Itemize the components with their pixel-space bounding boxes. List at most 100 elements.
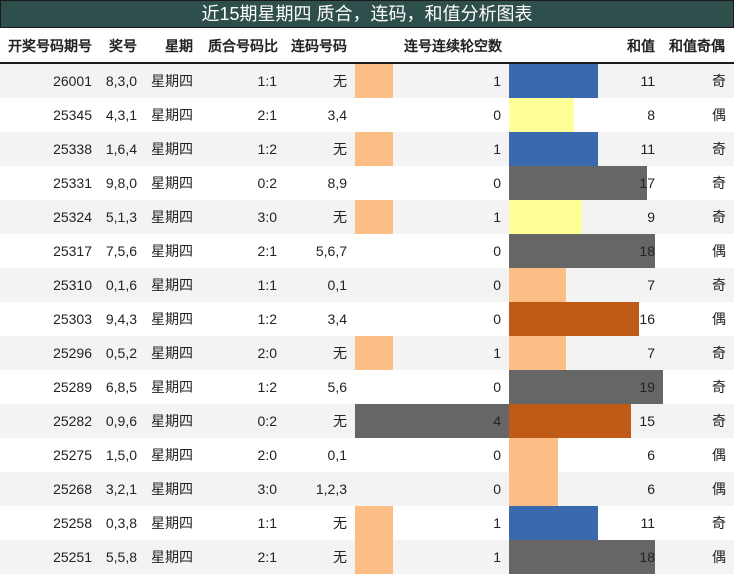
prime-ratio-cell: 1:2: [257, 141, 277, 157]
weekday-cell: 星期四: [151, 481, 193, 497]
miss-count-cell: 0: [493, 175, 501, 191]
prime-ratio-cell: 2:0: [257, 345, 277, 361]
header-consecutive: 连码号码: [291, 38, 347, 54]
miss-count-cell: 1: [493, 73, 501, 89]
table-row: 25324 5,1,3 星期四 3:0 无 1 9 奇: [0, 200, 734, 234]
issue-cell: 25296: [53, 345, 92, 361]
table-row: 25251 5,5,8 星期四 2:1 无 1 18 偶: [0, 540, 734, 574]
numbers-cell: 0,1,6: [105, 277, 137, 293]
issue-cell: 25282: [53, 413, 92, 429]
sum-bar: [509, 166, 647, 200]
header-weekday: 星期: [165, 38, 193, 54]
numbers-cell: 5,5,8: [105, 549, 137, 565]
sum-bar: [509, 200, 582, 234]
consecutive-cell: 无: [333, 413, 347, 429]
weekday-cell: 星期四: [151, 277, 193, 293]
prime-ratio-cell: 1:2: [257, 311, 277, 327]
miss-count-cell: 1: [493, 515, 501, 531]
numbers-cell: 1,5,0: [105, 447, 137, 463]
weekday-cell: 星期四: [151, 209, 193, 225]
no-consecutive-flag: [355, 506, 393, 540]
table-row: 25331 9,8,0 星期四 0:2 8,9 0 17 奇: [0, 166, 734, 200]
issue-cell: 25275: [53, 447, 92, 463]
weekday-cell: 星期四: [151, 413, 193, 429]
weekday-cell: 星期四: [151, 515, 193, 531]
sum-cell: 15: [639, 413, 655, 429]
weekday-cell: 星期四: [151, 549, 193, 565]
sum-parity-cell: 奇: [712, 379, 726, 395]
prime-ratio-cell: 1:2: [257, 379, 277, 395]
miss-count-cell: 0: [493, 379, 501, 395]
header-sum-parity: 和值奇偶: [669, 38, 725, 54]
weekday-cell: 星期四: [151, 311, 193, 327]
table-header: 开奖号码期号 奖号 星期 质合号码比 连码号码 连号连续轮空数 和值 和值奇偶: [0, 28, 734, 64]
miss-count-cell: 1: [493, 209, 501, 225]
header-numbers: 奖号: [109, 38, 137, 54]
miss-count-cell: 1: [493, 345, 501, 361]
table-row: 25275 1,5,0 星期四 2:0 0,1 0 6 偶: [0, 438, 734, 472]
sum-parity-cell: 奇: [712, 175, 726, 191]
table-row: 25296 0,5,2 星期四 2:0 无 1 7 奇: [0, 336, 734, 370]
prime-ratio-cell: 3:0: [257, 481, 277, 497]
table-row: 25338 1,6,4 星期四 1:2 无 1 11 奇: [0, 132, 734, 166]
numbers-cell: 6,8,5: [105, 379, 137, 395]
sum-cell: 6: [647, 481, 655, 497]
issue-cell: 25331: [53, 175, 92, 191]
sum-cell: 11: [640, 73, 655, 89]
sum-parity-cell: 奇: [712, 515, 726, 531]
no-consecutive-flag: [355, 132, 393, 166]
sum-bar: [509, 64, 598, 98]
numbers-cell: 5,1,3: [105, 209, 137, 225]
weekday-cell: 星期四: [151, 379, 193, 395]
consecutive-cell: 3,4: [327, 311, 347, 327]
miss-count-cell: 1: [493, 549, 501, 565]
issue-cell: 25251: [53, 549, 92, 565]
sum-cell: 7: [647, 345, 655, 361]
sum-cell: 7: [647, 277, 655, 293]
table-row: 25282 0,9,6 星期四 0:2 无 4 15 奇: [0, 404, 734, 438]
sum-cell: 17: [639, 175, 655, 191]
sum-bar: [509, 404, 631, 438]
issue-cell: 25310: [53, 277, 92, 293]
prime-ratio-cell: 0:2: [257, 175, 277, 191]
sum-bar: [509, 132, 598, 166]
weekday-cell: 星期四: [151, 107, 193, 123]
sum-cell: 18: [639, 549, 655, 565]
no-consecutive-flag: [355, 200, 393, 234]
prime-ratio-cell: 2:1: [257, 549, 277, 565]
data-table-body: 26001 8,3,0 星期四 1:1 无 1 11 奇 25345 4,3,1 星期四 2:1 3,4…: [0, 64, 734, 574]
issue-cell: 25289: [53, 379, 92, 395]
sum-cell: 19: [639, 379, 655, 395]
sum-cell: 8: [647, 107, 655, 123]
header-prime-ratio: 质合号码比: [208, 38, 278, 54]
sum-cell: 18: [639, 243, 655, 259]
numbers-cell: 9,8,0: [105, 175, 137, 191]
table-row: 25258 0,3,8 星期四 1:1 无 1 11 奇: [0, 506, 734, 540]
weekday-cell: 星期四: [151, 345, 193, 361]
page-title: 近15期星期四 质合，连码，和值分析图表: [0, 0, 734, 28]
sum-parity-cell: 偶: [712, 447, 726, 463]
sum-bar: [509, 336, 566, 370]
prime-ratio-cell: 2:1: [257, 243, 277, 259]
issue-cell: 25345: [53, 107, 92, 123]
consecutive-cell: 无: [333, 209, 347, 225]
weekday-cell: 星期四: [151, 73, 193, 89]
sum-parity-cell: 奇: [712, 345, 726, 361]
sum-bar: [509, 438, 558, 472]
sum-parity-cell: 奇: [712, 209, 726, 225]
sum-parity-cell: 偶: [712, 311, 726, 327]
issue-cell: 25338: [53, 141, 92, 157]
consecutive-cell: 3,4: [327, 107, 347, 123]
miss-count-cell: 0: [493, 447, 501, 463]
prime-ratio-cell: 1:1: [257, 73, 277, 89]
miss-count-cell: 0: [493, 277, 501, 293]
miss-count-cell: 0: [493, 243, 501, 259]
sum-cell: 6: [647, 447, 655, 463]
numbers-cell: 1,6,4: [105, 141, 137, 157]
miss-count-cell: 0: [493, 481, 501, 497]
consecutive-cell: 无: [333, 515, 347, 531]
sum-parity-cell: 奇: [712, 73, 726, 89]
numbers-cell: 3,2,1: [105, 481, 137, 497]
consecutive-cell: 0,1: [327, 447, 347, 463]
sum-parity-cell: 奇: [712, 141, 726, 157]
